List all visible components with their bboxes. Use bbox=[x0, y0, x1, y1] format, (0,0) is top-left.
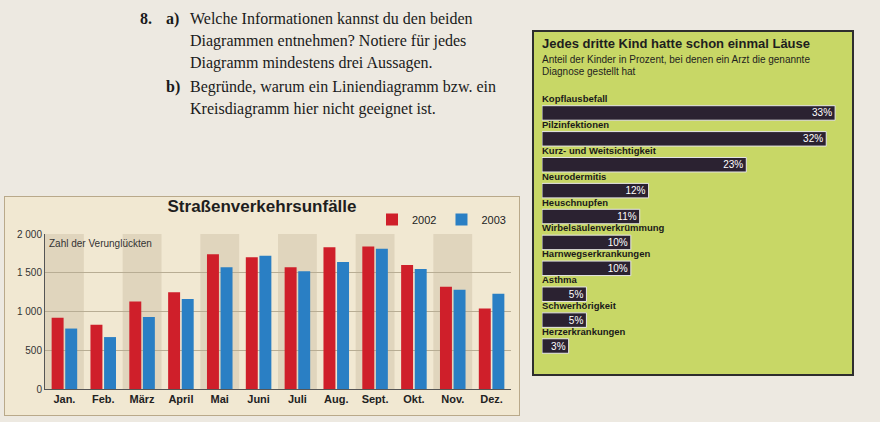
html-text:8.: 8. bbox=[140, 10, 152, 27]
svg-text:Sept.: Sept. bbox=[362, 393, 389, 405]
svg-text:2003: 2003 bbox=[481, 214, 505, 226]
svg-text:Aug.: Aug. bbox=[324, 393, 348, 405]
html-text:Begründe, warum ein Liniendiag: Begründe, warum ein Liniendiagramm bzw. … bbox=[190, 78, 496, 117]
svg-text:1 000: 1 000 bbox=[17, 306, 42, 317]
svg-text:0: 0 bbox=[36, 384, 42, 395]
svg-text:11%: 11% bbox=[617, 211, 636, 222]
svg-text:Dez.: Dez. bbox=[480, 393, 503, 405]
html-text:a): a) bbox=[166, 10, 180, 27]
svg-text:Pilzinfektionen: Pilzinfektionen bbox=[542, 119, 609, 130]
svg-text:2002: 2002 bbox=[412, 214, 436, 226]
svg-text:23%: 23% bbox=[723, 159, 743, 170]
svg-text:33%: 33% bbox=[812, 107, 832, 118]
svg-text:32%: 32% bbox=[803, 133, 823, 144]
html-text:b): b) bbox=[166, 78, 181, 95]
svg-text:Jan.: Jan. bbox=[53, 393, 75, 405]
svg-text:500: 500 bbox=[25, 345, 42, 356]
svg-text:5%: 5% bbox=[569, 315, 584, 326]
svg-text:Zahl der Verunglückten: Zahl der Verunglückten bbox=[49, 238, 152, 249]
svg-text:3%: 3% bbox=[551, 341, 566, 352]
svg-text:Okt.: Okt. bbox=[403, 393, 424, 405]
svg-text:Mai: Mai bbox=[211, 393, 229, 405]
svg-text:Asthma: Asthma bbox=[542, 274, 578, 285]
svg-text:1 500: 1 500 bbox=[17, 267, 42, 278]
html-text:Jedes dritte Kind hatte schon: Jedes dritte Kind hatte schon einmal Läu… bbox=[542, 36, 810, 51]
html-text:Anteil der Kinder in Prozent,: Anteil der Kinder in Prozent, bei denen … bbox=[542, 54, 810, 77]
svg-text:Straßenverkehrsunfälle: Straßenverkehrsunfälle bbox=[168, 197, 357, 216]
html-text:Welche Informationen kannst du: Welche Informationen kannst du den beide… bbox=[190, 10, 473, 71]
svg-text:10%: 10% bbox=[608, 263, 628, 274]
svg-text:Neurodermitis: Neurodermitis bbox=[542, 171, 606, 182]
svg-text:2 000: 2 000 bbox=[17, 229, 42, 240]
svg-text:Herzerkrankungen: Herzerkrankungen bbox=[542, 326, 626, 337]
svg-text:Feb.: Feb. bbox=[92, 393, 115, 405]
svg-text:5%: 5% bbox=[569, 289, 584, 300]
svg-text:Wirbelsäulenverkrümmung: Wirbelsäulenverkrümmung bbox=[542, 222, 665, 233]
svg-text:April: April bbox=[168, 393, 193, 405]
svg-text:Kopflausbefall: Kopflausbefall bbox=[542, 93, 607, 104]
svg-text:Juni: Juni bbox=[247, 393, 270, 405]
svg-text:März: März bbox=[130, 393, 156, 405]
svg-text:Schwerhörigkeit: Schwerhörigkeit bbox=[542, 300, 617, 311]
svg-text:Nov.: Nov. bbox=[441, 393, 464, 405]
svg-text:Kurz- und Weitsichtigkeit: Kurz- und Weitsichtigkeit bbox=[542, 145, 657, 156]
svg-text:12%: 12% bbox=[625, 185, 645, 196]
svg-text:Harnwegserkrankungen: Harnwegserkrankungen bbox=[542, 248, 650, 259]
svg-text:10%: 10% bbox=[608, 237, 628, 248]
svg-text:Juli: Juli bbox=[288, 393, 307, 405]
svg-text:Heuschnupfen: Heuschnupfen bbox=[542, 197, 608, 208]
